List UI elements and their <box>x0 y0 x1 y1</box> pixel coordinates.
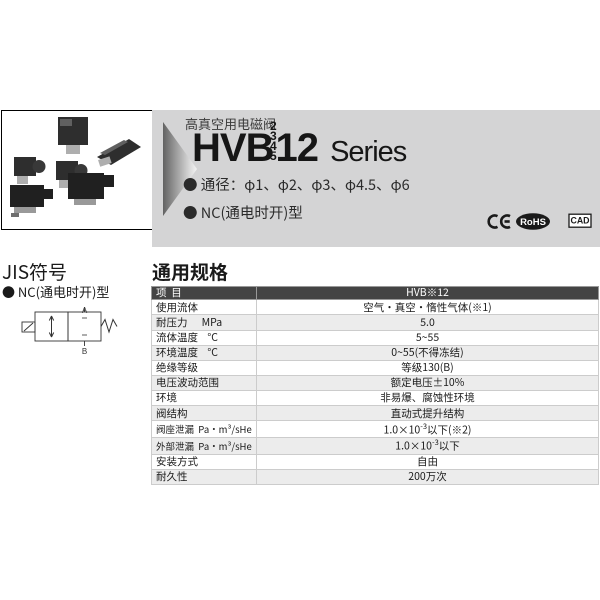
svg-text:CAD: CAD <box>570 216 589 226</box>
svg-text:B: B <box>82 347 87 355</box>
svg-text:A: A <box>82 307 88 315</box>
svg-text:RoHS: RoHS <box>520 217 546 228</box>
